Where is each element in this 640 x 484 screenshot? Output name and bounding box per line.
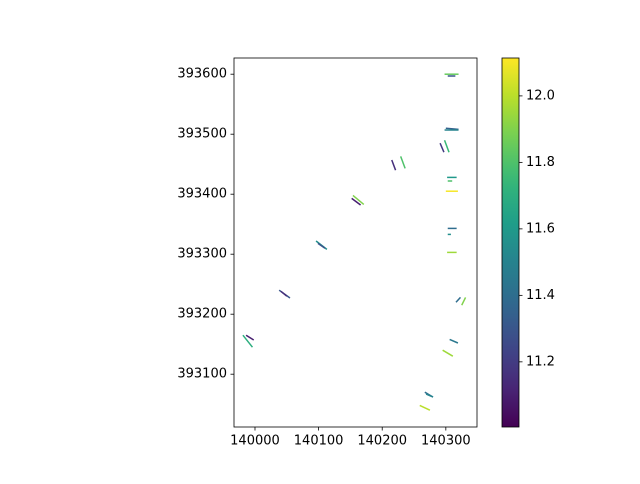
segment	[442, 349, 454, 357]
colorbar	[501, 57, 520, 428]
plot-area	[234, 58, 477, 427]
y-tick-label: 393600	[177, 67, 227, 82]
colorbar-tick-label: 11.6	[526, 221, 555, 236]
segment	[245, 334, 255, 341]
colorbar-tick-label: 11.8	[526, 155, 555, 170]
y-tick-label: 393300	[177, 247, 227, 262]
segment	[317, 242, 326, 249]
segment	[419, 404, 431, 411]
segment	[449, 338, 459, 344]
y-tick-label: 393200	[177, 307, 227, 322]
segment	[351, 197, 362, 206]
segment	[242, 334, 254, 348]
x-tick-label: 140000	[230, 434, 280, 449]
plot-frame	[233, 57, 478, 428]
colorbar-tick-label: 11.4	[526, 288, 555, 303]
segment	[399, 156, 406, 169]
segment	[425, 393, 434, 398]
x-tick-label: 140300	[421, 434, 471, 449]
segment	[461, 297, 467, 306]
y-tick-label: 393100	[177, 367, 227, 382]
colorbar-tick-label: 11.2	[526, 354, 555, 369]
segment	[280, 290, 288, 297]
segment	[455, 296, 462, 303]
segment	[352, 194, 365, 205]
x-tick-label: 140200	[357, 434, 407, 449]
x-tick-label: 140100	[294, 434, 344, 449]
y-tick-label: 393500	[177, 127, 227, 142]
segment	[391, 159, 397, 171]
segment	[445, 127, 459, 131]
segment	[443, 139, 450, 153]
segment	[439, 142, 445, 153]
colorbar-tick-label: 12.0	[526, 88, 555, 103]
y-tick-label: 393400	[177, 187, 227, 202]
